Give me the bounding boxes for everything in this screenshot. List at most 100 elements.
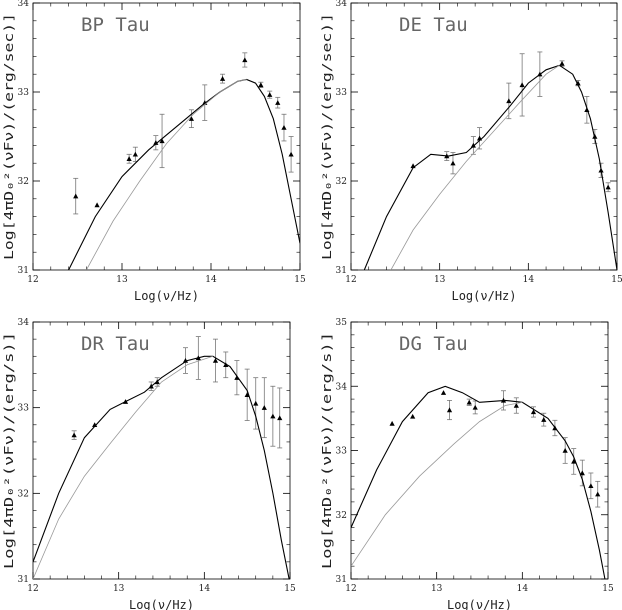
dr-tau-data-point — [261, 405, 267, 410]
dg-tau-data-point — [466, 399, 472, 405]
dr-tau-plot-frame — [32, 321, 291, 580]
de-tau-panel: 12 13 14 15 31 32 33 34 Log(ν/Hz) Log[4πD₀²(νFν)/… — [320, 0, 622, 303]
dg-tau-y-tick-label: 34 — [336, 382, 348, 392]
bp-tau-y-tick-label: 31 — [18, 266, 29, 276]
bp-tau-x-axis-label: Log(ν/Hz) — [134, 289, 199, 303]
dr-tau-y-tick-label: 33 — [18, 404, 30, 414]
dg-tau-x-tick-label: 12 — [345, 584, 356, 594]
dg-tau-total-model-curve — [351, 385, 606, 579]
dr-tau-data-point — [253, 400, 259, 406]
de-tau-y-axis-label: Log[4πD₀²(νFν)/(erg/sec)] — [320, 13, 334, 260]
bp-tau-y-tick-label: 33 — [18, 88, 30, 98]
dg-tau-x-tick-label: 14 — [517, 584, 529, 594]
de-tau-y-tick-label: 34 — [336, 0, 348, 9]
dg-tau-y-tick-label: 33 — [336, 447, 348, 457]
dg-tau-x-tick-label: 15 — [602, 584, 614, 594]
dg-tau-data-point — [530, 409, 537, 415]
bp-tau-data-point — [267, 92, 273, 97]
de-tau-y-tick-label: 33 — [336, 88, 348, 98]
bp-tau-data-point — [126, 156, 132, 161]
dr-tau-y-tick-label: 32 — [18, 489, 29, 499]
dr-tau-x-tick-label: 12 — [27, 584, 38, 594]
dg-tau-data-point — [571, 458, 577, 464]
de-tau-plot-frame — [350, 2, 618, 271]
bp-tau-panel: 12 13 14 15 31 32 33 34 Log(ν/Hz) Log[4πD₀²(νFν)/… — [2, 0, 306, 303]
bp-tau-plot-frame — [32, 2, 301, 271]
bp-tau-y-tick-label: 32 — [18, 177, 29, 187]
dg-tau-x-tick-label: 13 — [431, 584, 443, 594]
dg-tau-data-point — [389, 420, 395, 426]
de-tau-data-point — [476, 135, 483, 141]
dg-tau-data-point — [410, 413, 416, 419]
de-tau-data-point — [470, 142, 476, 148]
dr-tau-x-tick-label: 15 — [284, 584, 296, 594]
dr-tau-data-point — [92, 422, 98, 427]
dg-tau-data-point — [472, 404, 478, 410]
dg-tau-panel: 12 13 14 15 31 32 33 34 35 Log(ν/Hz) Log[4πD₀²(νFν… — [320, 318, 614, 610]
de-tau-data-point — [506, 98, 512, 104]
bp-tau-data-point — [73, 193, 79, 199]
dg-tau-data-point — [588, 483, 594, 489]
dr-tau-data-point — [270, 413, 276, 419]
dr-tau-x-tick-label: 14 — [199, 584, 211, 594]
bp-tau-data-point — [242, 57, 248, 63]
dr-tau-data-point — [223, 362, 229, 368]
dr-tau-photosphere-model-curve — [33, 355, 214, 579]
de-tau-photosphere-model-curve — [390, 64, 560, 270]
de-tau-x-tick-label: 13 — [434, 275, 446, 285]
bp-tau-data-point — [94, 202, 100, 208]
dr-tau-x-tick-label: 13 — [113, 584, 125, 594]
bp-tau-y-axis-label: Log[4πD₀²(νFν)/(erg/sec)] — [2, 13, 16, 260]
de-tau-y-tick-label: 31 — [336, 266, 347, 276]
de-tau-y-tick-label: 32 — [336, 177, 347, 187]
dg-tau-data-point — [595, 491, 601, 497]
de-tau-data-point — [450, 160, 456, 166]
de-tau-data-point — [605, 184, 611, 190]
dg-tau-data-point — [579, 470, 585, 476]
bp-tau-y-tick-label: 34 — [18, 0, 30, 9]
dr-tau-title: DR Tau — [81, 333, 150, 355]
dr-tau-data-point — [71, 432, 77, 438]
dg-tau-photosphere-model-curve — [351, 401, 523, 567]
dg-tau-data-point — [541, 417, 547, 422]
dg-tau-data-point — [513, 402, 519, 408]
de-tau-data-point — [519, 82, 525, 88]
dg-tau-plot-frame — [350, 321, 609, 580]
dr-tau-data-point — [182, 357, 189, 363]
dr-tau-x-axis-label: Log(ν/Hz) — [129, 598, 194, 610]
dg-tau-title: DG Tau — [399, 333, 468, 355]
dr-tau-panel: 12 13 14 15 31 32 33 34 Log(ν/Hz) Log[4πD₀²(νFν)/… — [2, 318, 296, 610]
dg-tau-x-axis-label: Log(ν/Hz) — [447, 598, 512, 610]
dr-tau-total-model-curve — [33, 355, 290, 579]
dr-tau-data-point — [277, 415, 283, 421]
bp-tau-data-point — [132, 151, 138, 157]
dg-tau-data-point — [446, 407, 453, 413]
bp-tau-x-tick-label: 12 — [27, 275, 38, 285]
bp-tau-data-point — [288, 151, 294, 157]
bp-tau-data-point — [275, 100, 281, 105]
dg-tau-y-axis-label: Log[4πD₀²(νFν)/(erg/s)] — [320, 332, 334, 569]
dr-tau-y-axis-label: Log[4πD₀²(νFν)/(erg/s)] — [2, 332, 16, 569]
bp-tau-x-tick-label: 15 — [294, 275, 306, 285]
de-tau-x-tick-label: 12 — [345, 275, 356, 285]
dg-tau-y-tick-label: 32 — [336, 511, 347, 521]
bp-tau-x-tick-label: 14 — [205, 275, 217, 285]
bp-tau-title: BP Tau — [81, 14, 150, 36]
dr-tau-y-tick-label: 31 — [18, 575, 29, 585]
de-tau-x-tick-label: 15 — [611, 275, 622, 285]
bp-tau-total-model-curve — [68, 78, 300, 270]
dr-tau-data-point — [212, 357, 219, 363]
bp-tau-data-point — [258, 82, 264, 88]
dg-tau-data-point — [562, 447, 568, 453]
dg-tau-y-tick-label: 31 — [336, 575, 347, 585]
de-tau-total-model-curve — [363, 64, 617, 270]
dg-tau-data-point — [440, 390, 447, 395]
bp-tau-data-point — [281, 125, 287, 130]
bp-tau-data-point — [188, 116, 195, 121]
bp-tau-x-tick-label: 13 — [116, 275, 128, 285]
bp-tau-data-point — [159, 138, 165, 144]
de-tau-title: DE Tau — [399, 14, 468, 36]
de-tau-data-point — [559, 60, 565, 66]
de-tau-x-axis-label: Log(ν/Hz) — [451, 289, 516, 303]
